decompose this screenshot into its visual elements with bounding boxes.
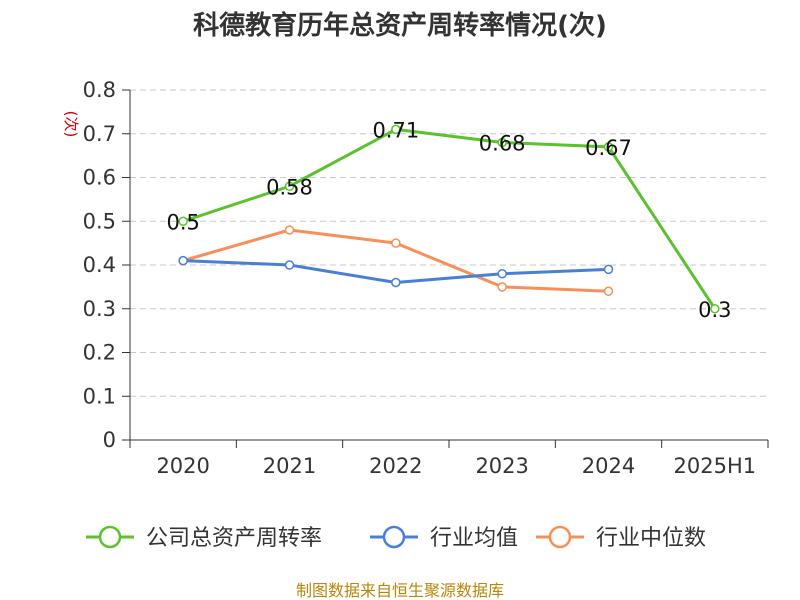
- data-point: [603, 142, 614, 152]
- legend-marker: [382, 525, 406, 549]
- y-tick-label: 0.8: [83, 78, 116, 102]
- x-tick-label: 2023: [475, 454, 528, 478]
- axes: 0 0.1 0.2 0.3 0.4 0.5 0.6 0.7 0.8 2020 2021 2022 202…: [83, 78, 769, 478]
- data-point: [391, 277, 401, 288]
- data-point: [710, 304, 720, 314]
- x-tick-label: 2022: [369, 454, 422, 478]
- series-line: [182, 127, 717, 310]
- y-tick-label: 0.3: [83, 297, 116, 321]
- data-labels: 0.5 0.58 0.71 0.68 0.67 0.3: [166, 118, 731, 321]
- data-point: [284, 181, 295, 191]
- legend-label: 公司总资产周转率: [146, 526, 322, 551]
- x-tick-label: 2021: [263, 454, 316, 478]
- data-point: [391, 238, 401, 248]
- data-point: [497, 282, 507, 292]
- data-label: 0.58: [266, 175, 313, 199]
- x-tick-label: 2025H1: [674, 454, 757, 478]
- grid-lines: [130, 89, 768, 397]
- data-point: [284, 260, 295, 270]
- y-tick-label: 0.4: [83, 253, 116, 277]
- data-point: [178, 255, 188, 266]
- y-axis-unit: (次): [62, 111, 80, 138]
- y-tick-label: 0.6: [83, 166, 116, 190]
- data-point: [603, 286, 614, 296]
- legend-marker: [548, 525, 572, 549]
- y-tick-label: 0.2: [83, 341, 116, 365]
- legend-label: 行业中位数: [596, 526, 706, 551]
- legend-label: 行业均值: [430, 526, 518, 551]
- data-label: 0.3: [698, 298, 731, 322]
- data-label: 0.5: [166, 210, 199, 234]
- x-tick-label: 2020: [156, 454, 209, 478]
- data-point: [497, 137, 507, 148]
- legend-marker: [98, 525, 122, 549]
- chart-title: 科德教育历年总资产周转率情况(次): [193, 10, 607, 41]
- data-point: [284, 225, 295, 235]
- y-tick-label: 0.5: [83, 209, 116, 233]
- y-tick-label: 0: [103, 428, 116, 452]
- legend: 公司总资产周转率 行业均值 行业中位数: [86, 525, 706, 551]
- data-point: [497, 269, 507, 279]
- data-label: 0.67: [585, 136, 632, 160]
- data-point: [391, 124, 401, 135]
- y-tick-label: 0.7: [83, 122, 116, 146]
- data-point: [603, 264, 614, 275]
- y-tick-label: 0.1: [83, 384, 116, 408]
- source-note: 制图数据来自恒生聚源数据库: [296, 581, 504, 600]
- series-layer: [178, 124, 720, 314]
- data-label: 0.68: [479, 132, 526, 156]
- data-point: [178, 216, 188, 226]
- x-tick-label: 2024: [582, 454, 635, 478]
- data-label: 0.71: [372, 118, 419, 142]
